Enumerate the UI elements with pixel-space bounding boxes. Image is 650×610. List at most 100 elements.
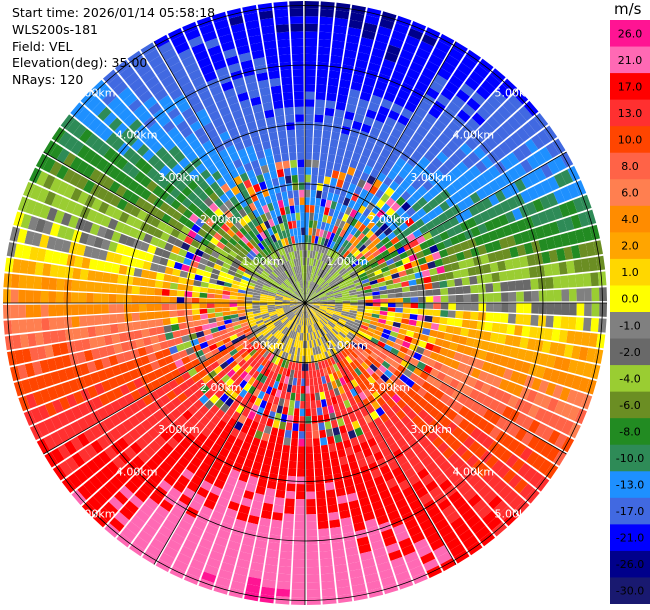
gate-cell: [340, 204, 348, 214]
gate-cell: [312, 152, 320, 161]
gate-cell: [380, 148, 391, 159]
gate-cell: [334, 10, 350, 20]
gate-cell: [455, 303, 464, 311]
gate-cell: [323, 115, 334, 124]
gate-cell: [439, 176, 451, 189]
gate-cell: [411, 415, 423, 426]
gate-cell: [507, 313, 517, 324]
gate-cell: [426, 237, 436, 247]
gate-cell: [558, 202, 571, 218]
gate-cell: [383, 535, 397, 547]
gate-cell: [350, 272, 359, 279]
gate-cell: [306, 529, 318, 538]
gate-cell: [329, 240, 336, 250]
gate-cell: [434, 473, 448, 486]
gate-cell: [505, 210, 516, 224]
gate-cell: [427, 336, 437, 345]
gate-cell: [355, 265, 364, 273]
gate-cell: [370, 468, 382, 479]
gate-cell: [185, 321, 195, 329]
gate-cell: [352, 591, 368, 601]
gate-cell: [291, 346, 296, 355]
gate-cell: [199, 292, 208, 298]
gate-cell: [435, 40, 451, 54]
gate-cell: [259, 439, 268, 449]
gate-cell: [452, 401, 464, 413]
gate-cell: [291, 46, 304, 55]
gate-cell: [342, 439, 352, 449]
gate-cell: [407, 524, 422, 537]
gate-cell: [324, 222, 331, 232]
gate-cell: [440, 303, 449, 310]
gate-cell: [565, 260, 576, 274]
gate-cell: [320, 270, 326, 278]
gate-cell: [248, 569, 263, 579]
gate-cell: [345, 485, 356, 495]
gate-cell: [359, 91, 372, 102]
gate-cell: [512, 147, 526, 162]
gate-cell: [468, 440, 482, 454]
gate-cell: [567, 405, 580, 422]
gate-cell: [79, 268, 89, 281]
gate-cell: [432, 288, 441, 296]
gate-cell: [334, 295, 343, 299]
gate-cell: [293, 544, 305, 553]
gate-cell: [393, 22, 409, 35]
gate-cell: [514, 325, 523, 336]
gate-cell: [297, 227, 302, 236]
gate-cell: [299, 197, 305, 205]
gate-cell: [272, 396, 280, 406]
gate-cell: [339, 229, 347, 238]
gate-cell: [547, 429, 561, 445]
gate-cell: [313, 445, 321, 454]
gate-cell: [324, 313, 332, 318]
gate-cell: [340, 329, 348, 337]
gate-cell: [342, 357, 350, 367]
gate-cell: [406, 349, 416, 358]
gate-cell: [441, 340, 451, 349]
gate-cell: [335, 235, 343, 244]
gate-cell: [310, 307, 318, 313]
gate-cell: [318, 384, 324, 393]
gate-cell: [428, 144, 441, 157]
gate-cell: [400, 190, 412, 201]
gate-cell: [323, 122, 333, 132]
gate-cell: [154, 318, 164, 327]
gate-cell: [322, 130, 332, 139]
gate-cell: [109, 314, 118, 324]
gate-cell: [485, 74, 501, 89]
gate-cell: [407, 437, 420, 449]
gate-cell: [305, 99, 315, 107]
gate-cell: [346, 381, 355, 391]
gate-cell: [305, 31, 318, 40]
gate-cell: [338, 401, 346, 411]
gate-cell: [271, 92, 283, 102]
gate-cell: [320, 237, 326, 246]
gate-cell: [298, 325, 302, 333]
gate-cell: [333, 387, 341, 397]
gate-cell: [300, 310, 304, 318]
gate-cell: [396, 388, 406, 399]
gate-cell: [347, 284, 356, 289]
gate-cell: [338, 171, 347, 181]
gate-cell: [57, 329, 67, 342]
field-name: Field: VEL: [12, 38, 73, 54]
range-label: 2.00km: [368, 381, 410, 394]
gate-cell: [306, 310, 309, 318]
gate-cell: [378, 245, 387, 254]
gate-cell: [313, 137, 322, 146]
gate-cell: [355, 252, 364, 260]
gate-cell: [363, 285, 372, 291]
gate-cell: [450, 261, 460, 271]
gate-cell: [410, 308, 419, 315]
gate-cell: [425, 480, 439, 493]
gate-cell: [272, 146, 281, 156]
gate-cell: [336, 417, 345, 427]
gate-cell: [282, 91, 294, 101]
colorbar-tick-label: 6.0: [621, 187, 639, 200]
gate-cell: [533, 167, 547, 182]
gate-cell: [484, 242, 495, 254]
gate-cell: [439, 280, 448, 288]
gate-cell: [374, 189, 385, 199]
gate-cell: [358, 353, 367, 362]
